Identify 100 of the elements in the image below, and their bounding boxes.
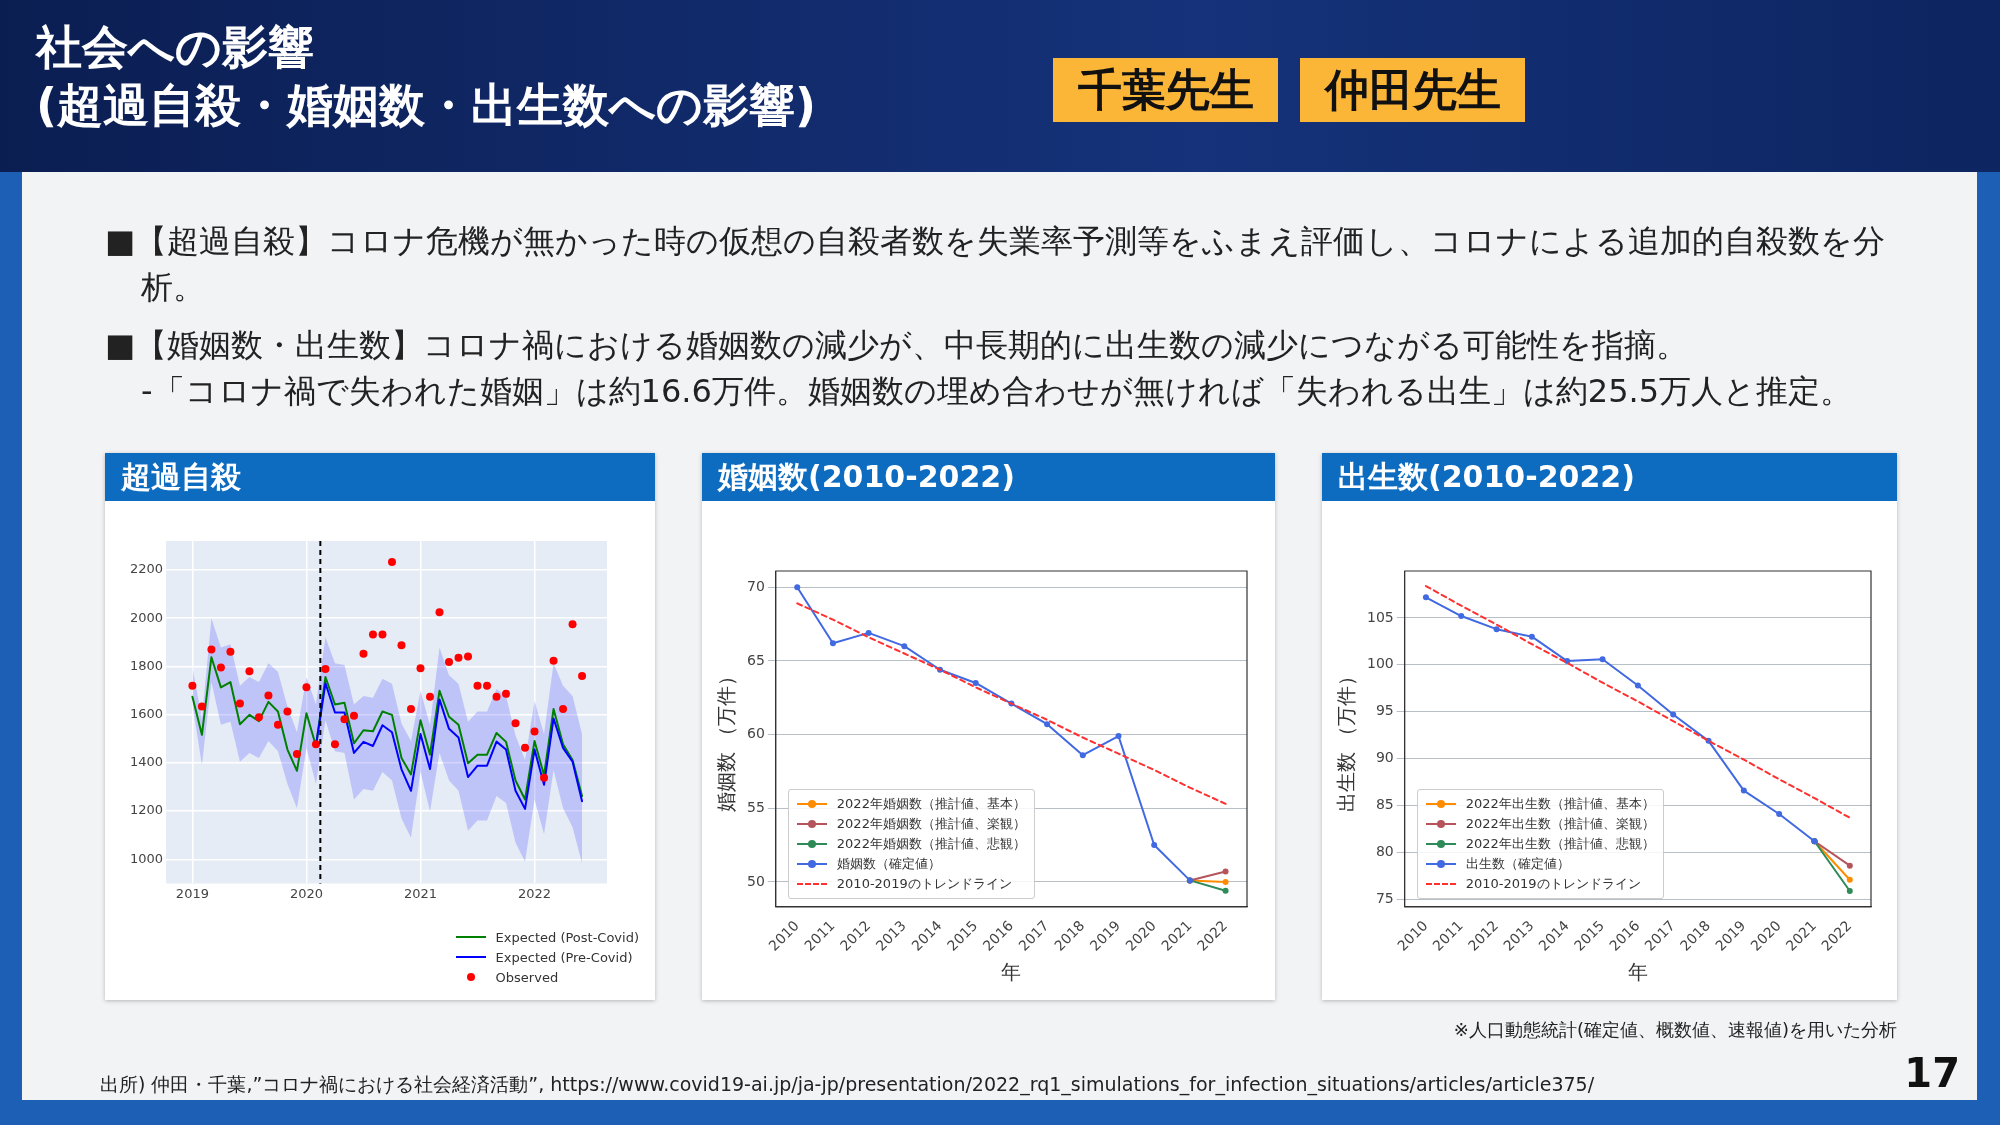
y-tick-label: 105 (1366, 608, 1394, 625)
point (511, 719, 520, 728)
point (235, 699, 244, 708)
point (1846, 862, 1853, 869)
y-tick-label: 80 (1375, 843, 1394, 860)
point (473, 681, 482, 690)
point (416, 664, 425, 673)
point (216, 663, 225, 672)
point (492, 692, 501, 701)
point (254, 713, 263, 722)
y-tick-label: 1000 (129, 850, 164, 866)
point (330, 740, 339, 749)
y-tick-label: 55 (746, 798, 765, 815)
point (1458, 613, 1465, 620)
y-axis-title: 出生数 （万件） (1334, 665, 1359, 813)
y-tick-label: 65 (746, 651, 765, 668)
point (454, 653, 463, 662)
point (406, 705, 415, 714)
x-tick-label: 2021 (403, 885, 438, 901)
point (387, 557, 396, 566)
point (1222, 887, 1229, 894)
y-tick-label: 100 (1366, 655, 1394, 672)
point (1422, 594, 1429, 601)
y-tick-label: 50 (746, 872, 765, 889)
legend-label: 2022年出生数（推計値、楽観） (1465, 814, 1655, 833)
point (521, 743, 530, 752)
point (226, 647, 235, 656)
point (540, 773, 549, 782)
y-axis-title: 婚姻数 （万件） (714, 665, 739, 813)
point (349, 711, 358, 720)
point (283, 707, 292, 716)
point (264, 691, 273, 700)
point (1222, 878, 1229, 885)
point (972, 679, 979, 686)
point (1846, 876, 1853, 883)
legend-label: 出生数（確定値） (1465, 854, 1570, 873)
point (292, 749, 301, 758)
point (865, 629, 872, 636)
text: 17 (1904, 1050, 1960, 1096)
point (578, 672, 587, 681)
point (1079, 752, 1086, 759)
point (1740, 787, 1747, 794)
point (321, 665, 330, 674)
y-tick-label: 75 (1375, 890, 1394, 907)
point (426, 692, 434, 701)
x-tick-label: 2019 (175, 885, 209, 901)
point (1222, 868, 1229, 875)
x-tick-label: 2020 (289, 885, 323, 901)
text: 仲田先生 (1300, 58, 1525, 122)
point (197, 702, 206, 711)
legend-label: 2022年婚姻数（推計値、楽観） (836, 814, 1026, 833)
legend-label: 2022年出生数（推計値、悲観） (1465, 834, 1655, 853)
text: 出所) 仲田・千葉,”コロナ禍における社会経済活動”, https://www.covid19-ai.jp/ja-jp/presentation/2022_rq1_simulations_for_infection_situations/articles/article375/ (100, 1072, 1595, 1098)
point (1846, 887, 1853, 894)
point (1599, 656, 1606, 663)
point (188, 681, 197, 690)
point (1493, 626, 1500, 633)
chart-title: 出生数(2010-2022) (1322, 453, 1897, 501)
point (530, 727, 539, 736)
point (1115, 733, 1122, 740)
legend-label: 2010-2019のトレンドライン (1465, 874, 1641, 893)
y-tick-label: 1200 (129, 802, 164, 818)
chart-title: 超過自殺 (105, 453, 655, 501)
point (1670, 711, 1677, 718)
y-tick-label: 1600 (129, 705, 164, 721)
legend-label: 2022年婚姻数（推計値、悲観） (836, 834, 1026, 853)
point (368, 630, 377, 639)
point (359, 649, 368, 658)
point (568, 620, 577, 629)
y-tick-label: 1800 (129, 657, 164, 673)
y-tick-label: 2000 (129, 609, 164, 625)
legend-label: Expected (Pre-Covid) (495, 949, 633, 965)
point (1634, 682, 1641, 689)
x-axis-title: 年 (1001, 960, 1022, 985)
line-series (1424, 585, 1851, 819)
point (445, 658, 454, 667)
y-tick-label: 60 (746, 725, 765, 742)
y-tick-label: 1400 (129, 754, 164, 770)
x-axis-title: 年 (1627, 960, 1648, 985)
text: ■【婚姻数・出生数】コロナ禍における婚姻数の減少が、中長期的に出生数の減少につながる可能性を指摘。 (105, 325, 1690, 366)
text: ※人口動態統計(確定値、概数値、速報値)を用いた分析 (1453, 1018, 1897, 1042)
point (245, 667, 254, 676)
point (794, 584, 801, 591)
legend-label: 婚姻数（確定値） (836, 854, 941, 873)
y-tick-label: 85 (1375, 796, 1394, 813)
point (435, 608, 444, 617)
y-tick-label: 2200 (129, 561, 164, 577)
point (378, 630, 387, 639)
point (311, 740, 320, 749)
text: 千葉先生 (1053, 58, 1278, 122)
point (1044, 721, 1051, 728)
legend-label: Observed (495, 969, 559, 985)
point (302, 683, 311, 692)
x-tick-label: 2022 (517, 885, 552, 901)
text: 社会への影響 (超過自殺・婚姻数・出生数への影響) (36, 19, 817, 134)
point (829, 640, 836, 647)
legend-label: 2022年婚姻数（推計値、基本） (836, 794, 1026, 813)
point (207, 645, 216, 654)
point (483, 681, 492, 690)
chart-title: 婚姻数(2010-2022) (702, 453, 1275, 501)
